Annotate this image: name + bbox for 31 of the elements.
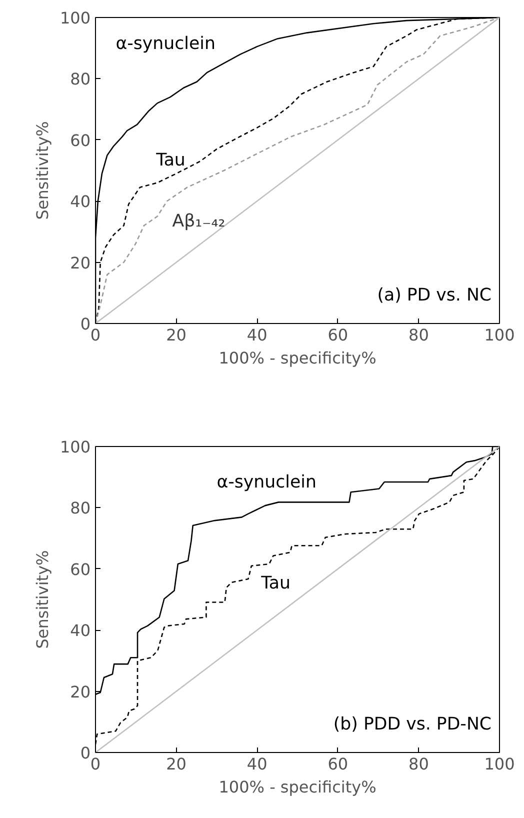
x-tick-label: 40 bbox=[246, 754, 268, 774]
series-label: Tau bbox=[260, 573, 290, 594]
y-tick-label: 20 bbox=[70, 682, 90, 702]
x-tick-label: 20 bbox=[166, 754, 186, 774]
y-tick-label: 20 bbox=[70, 253, 90, 272]
y-tick-label: 100 bbox=[60, 438, 91, 456]
y-tick-label: 80 bbox=[70, 498, 90, 518]
x-axis-title: 100% - specificity% bbox=[218, 778, 376, 796]
y-tick-label: 40 bbox=[70, 192, 90, 212]
x-tick-label: 40 bbox=[246, 326, 268, 344]
series-label: α-synuclein bbox=[216, 472, 316, 492]
y-tick-label: 40 bbox=[70, 621, 90, 640]
x-tick-label: 20 bbox=[166, 326, 186, 344]
y-tick-label: 100 bbox=[60, 8, 91, 28]
y-axis-title: Sensitivity% bbox=[32, 550, 52, 649]
x-tick-label: 80 bbox=[408, 326, 429, 344]
x-axis-title: 100% - specificity% bbox=[218, 348, 376, 368]
x-tick-label: 60 bbox=[328, 326, 348, 344]
annotation: (a) PD vs. NC bbox=[377, 286, 492, 306]
y-tick-label: 60 bbox=[70, 560, 90, 579]
y-axis-title: Sensitivity% bbox=[32, 121, 52, 220]
x-tick-label: 60 bbox=[328, 754, 348, 774]
y-tick-label: 60 bbox=[70, 130, 90, 150]
series-label: Aβ₁₋₄₂ bbox=[172, 212, 226, 232]
series-label: Tau bbox=[155, 150, 186, 170]
x-tick-label: 100 bbox=[484, 326, 515, 344]
x-tick-label: 80 bbox=[408, 754, 429, 774]
series-label: α-synuclein bbox=[116, 34, 216, 54]
annotation: (b) PDD vs. PD-NC bbox=[333, 714, 492, 734]
x-tick-label: 100 bbox=[484, 754, 515, 774]
y-tick-label: 80 bbox=[70, 70, 90, 89]
